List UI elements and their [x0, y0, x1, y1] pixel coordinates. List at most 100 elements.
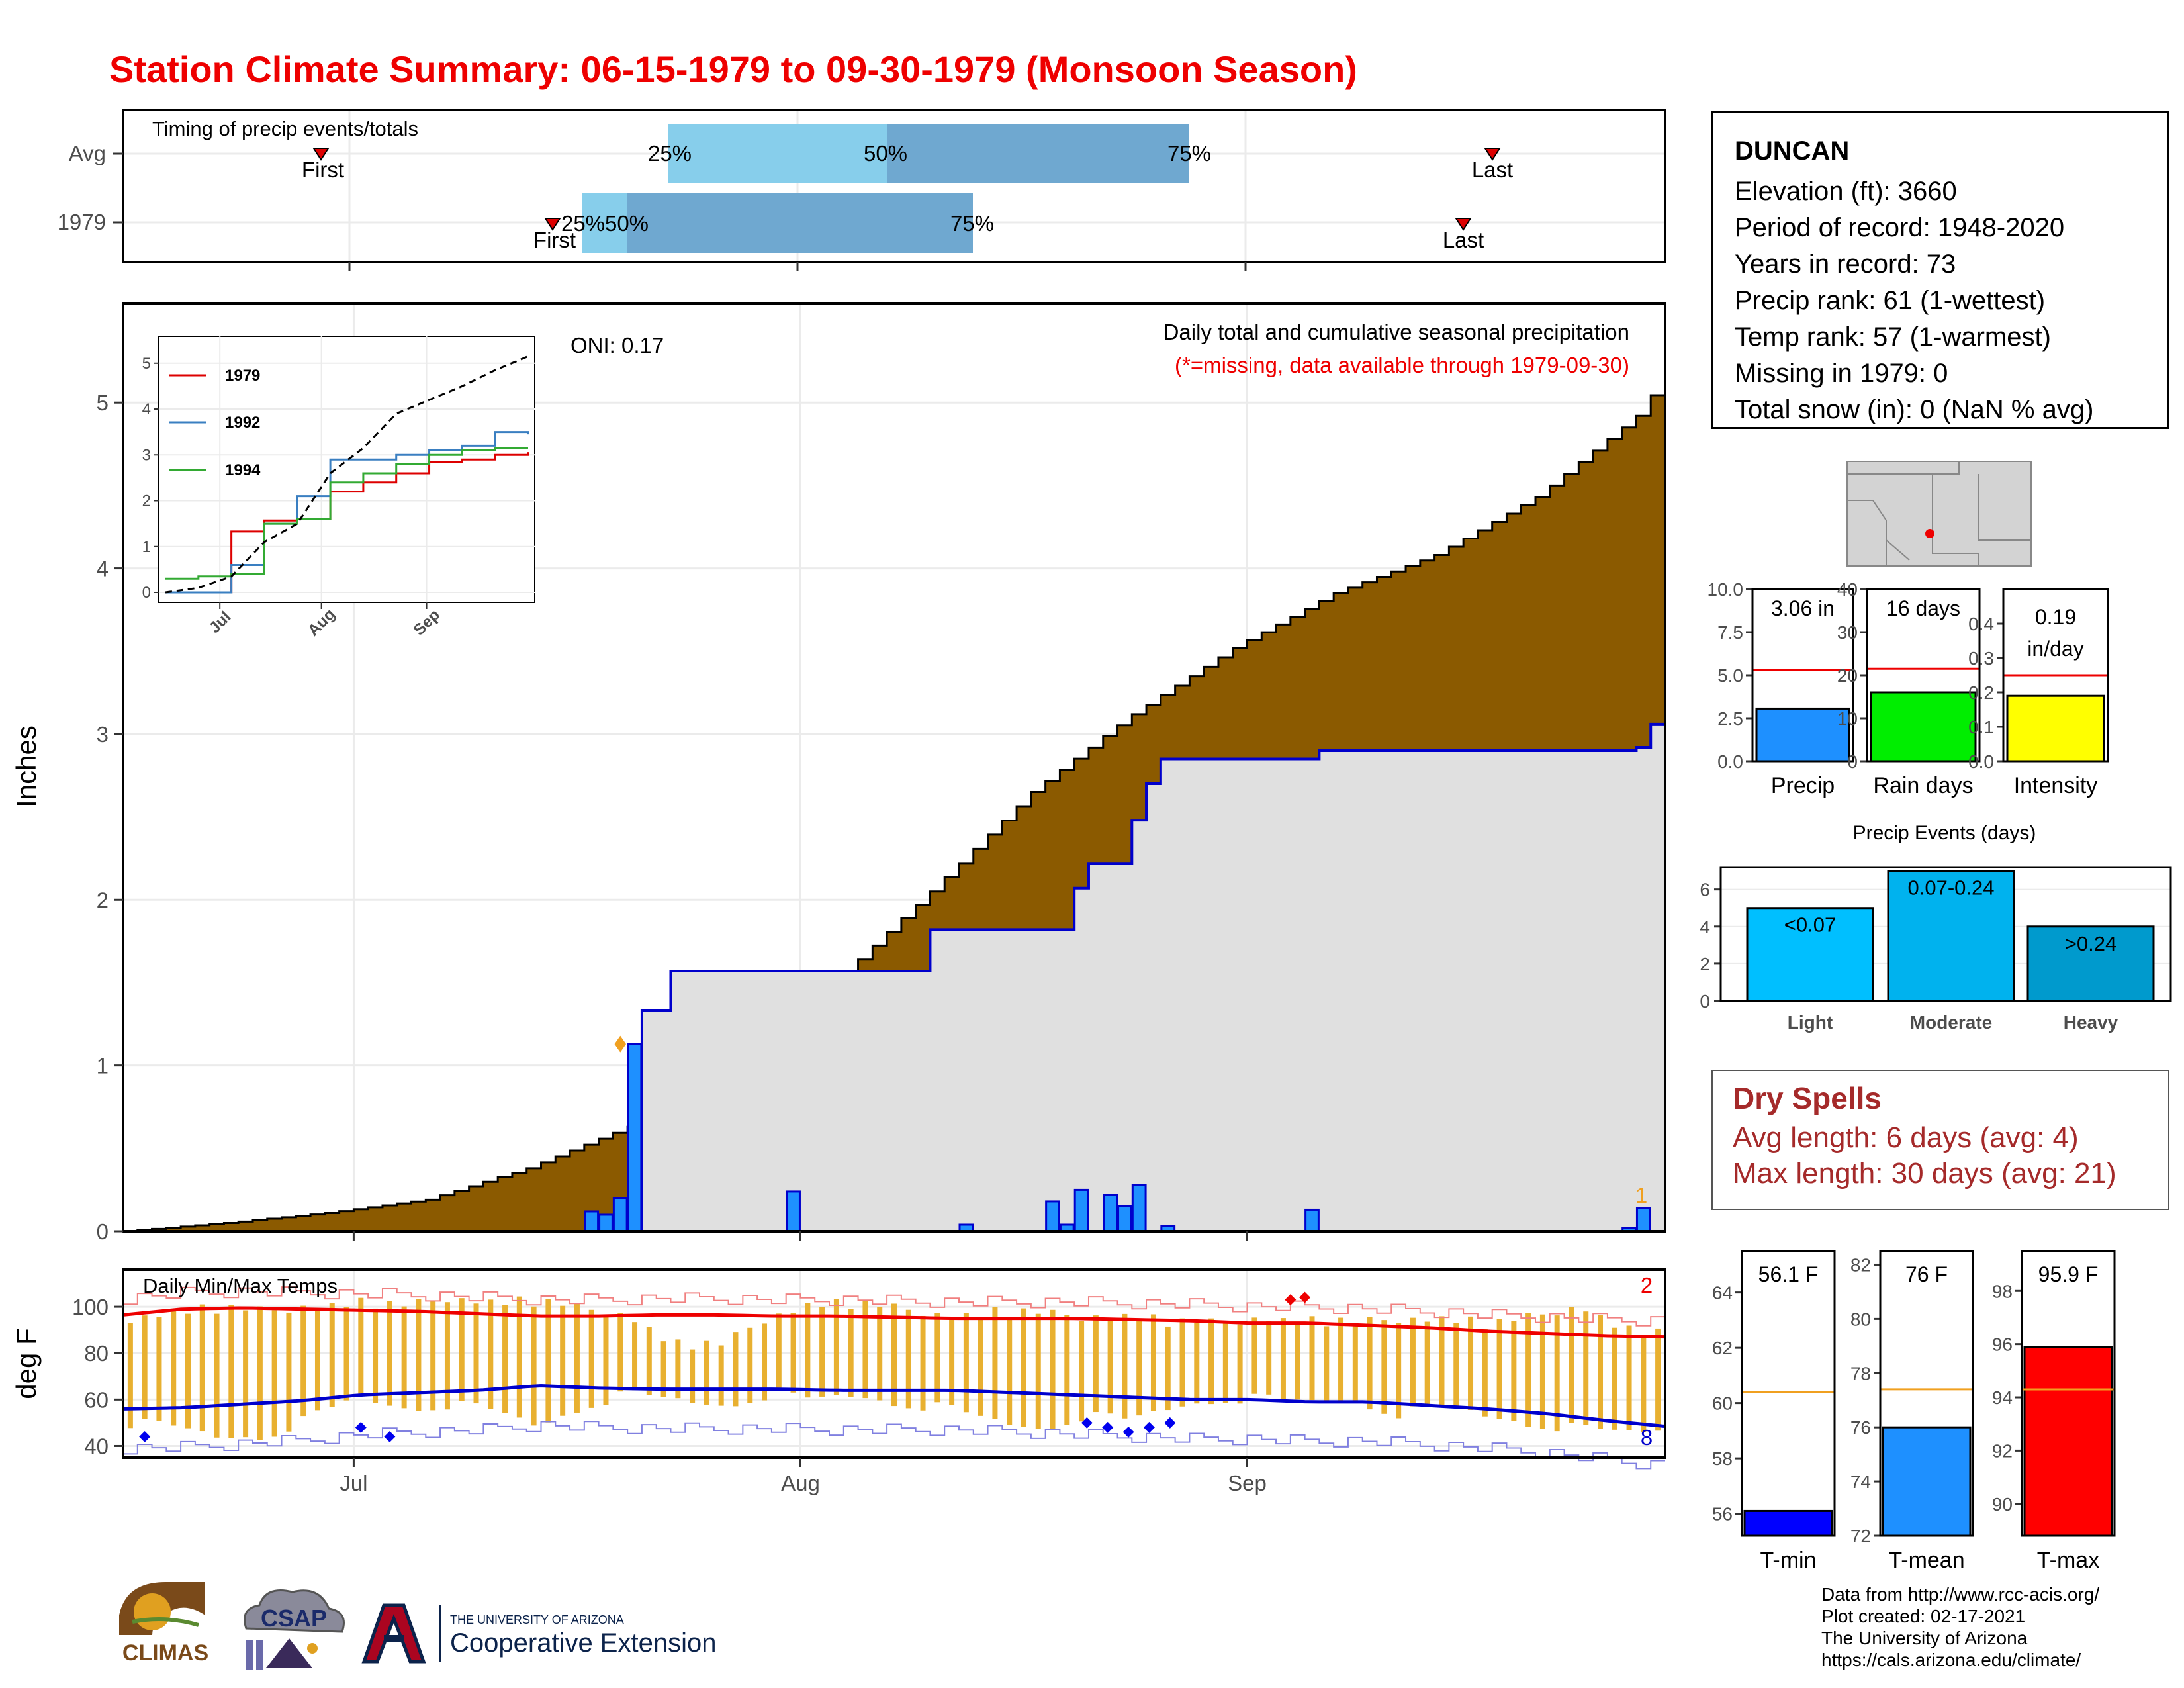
daily-precip-bar — [598, 1213, 614, 1233]
events-title: Precip Events (days) — [1853, 822, 2036, 844]
daily-precip-bar — [612, 1197, 628, 1233]
daily-temp-bar — [1367, 1317, 1373, 1410]
station-info-box: DUNCAN Elevation (ft): 3660 Period of re… — [1711, 111, 2169, 429]
inset-legend-1992: 1992 — [225, 414, 260, 432]
station-missing: Missing in 1979: 0 — [1735, 359, 1948, 388]
events-ytick-label: 0 — [1700, 991, 1710, 1011]
tsum-value-label: 95.9 F — [2038, 1262, 2099, 1286]
daily-temp-bar — [1569, 1307, 1574, 1423]
daily-precip-bar — [1131, 1184, 1147, 1233]
daily-temp-bar — [1468, 1316, 1474, 1410]
daily-temp-bar — [387, 1301, 392, 1406]
daily-temp-bar — [1222, 1322, 1228, 1403]
daily-temp-bar — [1093, 1315, 1099, 1413]
daily-temp-bar — [833, 1299, 839, 1395]
temp-summary-bars: 56 58 60 62 64 56.1 F T-min 72 74 76 78 80 82 76 F T-m… — [1712, 1250, 2116, 1573]
summary-frame — [2002, 588, 2109, 763]
summary-ytick-label: 10.0 — [1707, 579, 1744, 600]
tsum-ytick-label: 76 — [1850, 1417, 1871, 1438]
record-low-marker — [384, 1430, 396, 1442]
daily-temp-bar — [1280, 1318, 1286, 1399]
daily-temp-bar — [862, 1301, 868, 1399]
temp-xtick-label: Jul — [340, 1471, 367, 1495]
inset-xtick-label: Sep — [410, 606, 443, 639]
avg-p50-p75-bar — [887, 124, 1189, 183]
daily-temp-bar — [963, 1313, 969, 1413]
tsum-ytick-label: 58 — [1712, 1448, 1733, 1469]
daily-temp-bar — [444, 1302, 450, 1410]
events-bar-label: <0.07 — [1784, 914, 1836, 937]
tsum-bar-T-min — [1743, 1509, 1833, 1537]
daily-temp-bar — [704, 1340, 709, 1405]
daily-temp-bar — [790, 1313, 796, 1393]
temp-xtick-label: Sep — [1228, 1471, 1267, 1495]
summary-ytick-label: 10 — [1837, 708, 1858, 729]
orange-marker — [614, 1035, 626, 1053]
events-ytick-label: 6 — [1700, 880, 1710, 900]
record-max-line — [123, 1286, 1665, 1327]
daily-temp-bar — [1208, 1318, 1214, 1405]
precip-corner: 1 — [1635, 1183, 1647, 1207]
summary-ytick-label: 0.0 — [1968, 751, 1994, 772]
temp-xtick-label: Aug — [781, 1471, 820, 1495]
inset-legend-1994: 1994 — [225, 461, 261, 479]
precip-ytick-label: 4 — [97, 557, 109, 581]
yr-p75-label: 75% — [950, 211, 994, 236]
daily-temp-bar — [271, 1310, 277, 1437]
daily-temp-bar — [588, 1309, 594, 1408]
inset-ytick-label: 1 — [142, 538, 151, 556]
daily-temp-bar — [1338, 1317, 1344, 1403]
daily-temp-bar — [401, 1306, 407, 1409]
precip-ytick-label: 1 — [97, 1054, 109, 1078]
avg-first-label: First — [302, 158, 344, 182]
events-bar-label: >0.24 — [2065, 932, 2116, 955]
summary-bar-label: Precip — [1771, 773, 1835, 798]
daily-temp-bar — [185, 1313, 191, 1429]
daily-temp-bar — [1165, 1326, 1171, 1411]
daily-temp-bar — [257, 1306, 263, 1440]
inset-xtick-label: Jul — [206, 608, 235, 637]
record-low-marker — [139, 1430, 151, 1442]
daily-temp-bar — [1352, 1323, 1358, 1402]
daily-temp-bar — [675, 1339, 681, 1399]
precip-events-chart: Precip Events (days) 0 2 4 6 <0.07 Light 0.07-… — [1700, 822, 2172, 1033]
tsum-ytick-label: 72 — [1850, 1526, 1871, 1546]
daily-temp-bar — [214, 1313, 220, 1438]
daily-precip-bar — [1045, 1200, 1060, 1233]
daily-precip-bar — [627, 1043, 643, 1233]
avg-last-marker — [1484, 148, 1501, 161]
tsum-ytick-label: 80 — [1850, 1309, 1871, 1329]
summary-ytick-label: 5.0 — [1717, 665, 1743, 686]
daily-temp-bar — [646, 1327, 652, 1395]
daily-temp-bar — [228, 1305, 234, 1438]
avg-p25-label: 25% — [648, 141, 692, 165]
daily-temp-bar — [329, 1303, 335, 1407]
daily-temp-bar — [560, 1305, 566, 1416]
dry-avg-length: Avg length: 6 days (avg: 4) — [1733, 1121, 2079, 1154]
credits-line-2: Plot created: 02-17-2021 — [1821, 1606, 2026, 1626]
precip-ytick-label: 0 — [97, 1219, 109, 1244]
daily-temp-bar — [127, 1323, 133, 1429]
summary-ytick-label: 0.4 — [1968, 614, 1994, 634]
station-precip-rank: Precip rank: 61 (1-wettest) — [1735, 286, 2046, 315]
temp-chart: Jul Aug Sep 40 60 80 100 Daily Min/Max Temps 2… — [11, 1268, 1666, 1495]
summary-ytick-label: 0.1 — [1968, 717, 1994, 737]
events-category-label: Light — [1788, 1012, 1833, 1033]
csap-logo: CSAP — [244, 1589, 345, 1670]
inset-chart: Jul Aug Sep 0 1 2 3 4 5 1979 1992 1994 — [142, 336, 535, 639]
tsum-value-label: 76 F — [1905, 1262, 1948, 1286]
daily-temp-bar — [905, 1309, 911, 1409]
daily-temp-bar — [1496, 1319, 1502, 1419]
tsum-bar-T-max — [2023, 1346, 2113, 1537]
daily-temp-bar — [516, 1296, 522, 1418]
daily-temp-bar — [1324, 1326, 1330, 1403]
summary-bar-Rain days — [1870, 691, 1977, 763]
inset-avg-line — [165, 355, 529, 594]
daily-temp-bar — [733, 1332, 739, 1407]
inset-ytick-label: 4 — [142, 400, 151, 418]
row-label-avg: Avg — [69, 141, 106, 165]
precip-title: Daily total and cumulative seasonal prec… — [1163, 320, 1629, 344]
temp-corner-min: 8 — [1641, 1425, 1653, 1450]
avg-last-label: Last — [1472, 158, 1513, 182]
daily-precip-bar — [786, 1190, 801, 1233]
